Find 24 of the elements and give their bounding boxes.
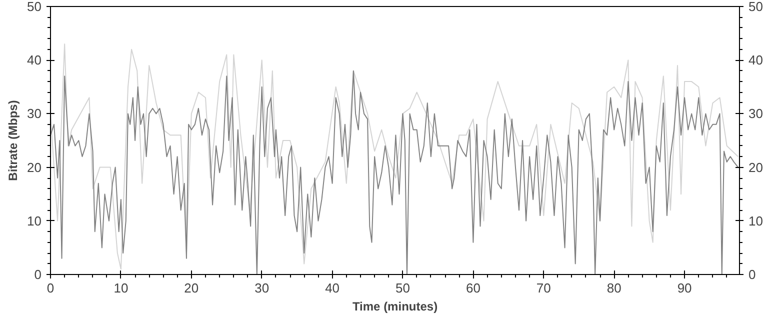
y-tick-label: 20 bbox=[27, 160, 42, 175]
x-tick-label: 30 bbox=[254, 280, 270, 296]
x-tick-label: 50 bbox=[396, 280, 410, 296]
y-tick-label: 50 bbox=[27, 0, 42, 14]
x-tick-label: 80 bbox=[606, 280, 622, 296]
y2-tick-label: 40 bbox=[748, 52, 763, 68]
x-tick-label: 90 bbox=[677, 280, 692, 296]
x-tick-label: 20 bbox=[184, 280, 199, 296]
x-tick-label: 70 bbox=[536, 280, 551, 296]
y-tick-label: 10 bbox=[27, 213, 42, 228]
x-tick-label: 40 bbox=[325, 280, 340, 296]
y-tick-label: 0 bbox=[34, 267, 42, 282]
x-axis-title: Time (minutes) bbox=[352, 300, 438, 314]
y2-tick-label: 20 bbox=[748, 160, 763, 175]
y2-tick-label: 50 bbox=[748, 0, 763, 14]
x-tick-label: 60 bbox=[466, 280, 480, 296]
y-tick-label: 30 bbox=[27, 106, 42, 122]
y-axis-title: Bitrate (Mbps) bbox=[6, 100, 20, 181]
y2-tick-label: 10 bbox=[748, 213, 763, 228]
x-tick-label: 10 bbox=[114, 280, 128, 296]
x-tick-label: 0 bbox=[46, 280, 54, 296]
y-tick-label: 40 bbox=[27, 52, 42, 68]
y2-tick-label: 30 bbox=[748, 106, 763, 122]
y2-tick-label: 0 bbox=[748, 267, 756, 282]
